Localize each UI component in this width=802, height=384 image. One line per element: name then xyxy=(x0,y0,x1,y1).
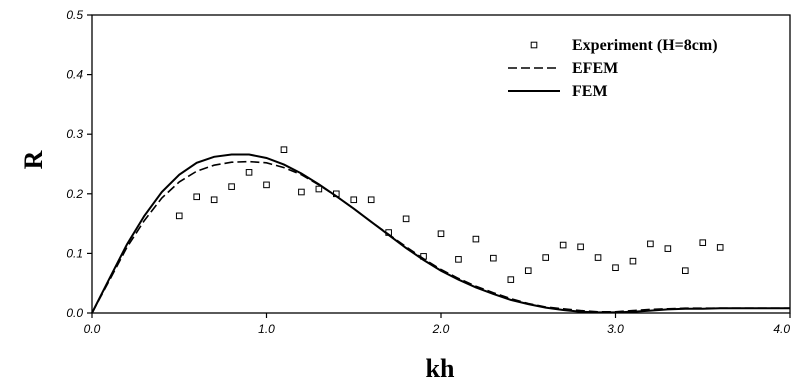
experiment-point xyxy=(524,267,532,274)
efem-line xyxy=(91,160,790,314)
experiment-point xyxy=(210,196,218,204)
experiment-point xyxy=(647,240,654,248)
experiment-point xyxy=(472,235,480,243)
experiment-point xyxy=(577,243,584,251)
experiment-point xyxy=(298,188,305,196)
experiment-point xyxy=(507,276,515,283)
experiment-point xyxy=(699,239,707,246)
experiment-point xyxy=(350,196,358,204)
fem-line xyxy=(91,153,790,314)
experiment-point xyxy=(437,230,445,238)
experiment-point xyxy=(629,257,637,265)
y-tick-label: 0.1 xyxy=(66,246,83,260)
y-tick-label: 0.0 xyxy=(66,306,83,320)
experiment-point xyxy=(228,183,235,190)
experiment-point xyxy=(402,215,410,223)
experiment-point xyxy=(263,181,270,189)
y-tick-label: 0.3 xyxy=(66,127,83,141)
x-tick-label: 0.0 xyxy=(84,322,101,336)
series-layer xyxy=(91,146,790,314)
experiment-point xyxy=(594,254,602,261)
legend-experiment-h-8cm-label: Experiment (H=8cm) xyxy=(572,37,718,54)
y-axis-title: R xyxy=(19,150,48,169)
y-tick-label: 0.5 xyxy=(66,8,83,22)
experiment-point xyxy=(280,146,288,153)
experiment-point xyxy=(367,196,375,204)
y-axis-ticks: 0.0 0.1 0.2 0.3 0.4 0.5 xyxy=(66,8,92,320)
experiment-point xyxy=(175,212,183,220)
legend-fem-label: FEM xyxy=(572,83,608,100)
y-tick-label: 0.2 xyxy=(66,187,83,201)
experiment-point xyxy=(490,254,497,262)
x-axis-ticks: 0.0 1.0 2.0 3.0 4.0 xyxy=(84,313,791,336)
experiment-point xyxy=(682,267,689,274)
x-tick-label: 1.0 xyxy=(258,322,275,336)
x-tick-label: 4.0 xyxy=(773,322,790,336)
experiment-point xyxy=(193,193,200,201)
legend: Experiment (H=8cm) EFEM FEM xyxy=(508,37,718,100)
experiment-point xyxy=(716,244,724,251)
legend-efem-label: EFEM xyxy=(572,60,618,77)
experiment-point xyxy=(664,245,672,252)
x-tick-label: 2.0 xyxy=(432,322,450,336)
legend-experiment-h-8cm-swatch xyxy=(530,41,538,49)
experiment-point xyxy=(455,256,462,263)
x-tick-label: 3.0 xyxy=(607,322,624,336)
experiment-point xyxy=(612,264,619,272)
y-tick-label: 0.4 xyxy=(66,68,83,82)
x-axis-title: kh xyxy=(426,354,455,383)
experiment-point xyxy=(245,169,253,176)
experiment-point xyxy=(559,241,567,249)
experiment-point xyxy=(315,185,323,193)
experiment-point xyxy=(542,254,550,261)
